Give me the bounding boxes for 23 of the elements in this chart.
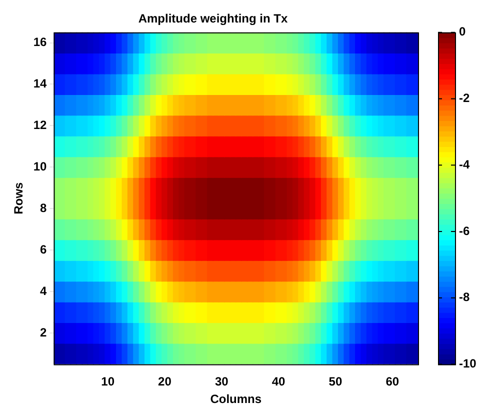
y-tick-label: 6: [40, 242, 48, 256]
y-tick-label: 14: [33, 76, 48, 91]
y-tick-label: 4: [40, 284, 48, 298]
y-tick-label: 2: [40, 325, 48, 340]
color-bar-label: -8: [459, 290, 470, 304]
y-tick-label: 12: [33, 118, 48, 132]
y-tick-label: 8: [40, 200, 48, 215]
color-bar-label: -6: [459, 224, 470, 238]
x-tick-label: 30: [214, 374, 229, 389]
chart-title: Amplitude weighting in Tx: [138, 12, 288, 26]
x-axis-title: Columns: [210, 392, 262, 406]
color-bar-label: -2: [459, 91, 470, 106]
color-bar-label: -4: [459, 157, 470, 172]
y-tick-label: 10: [33, 160, 48, 174]
color-bar-label: 0: [459, 24, 466, 39]
y-axis-title: Rows: [12, 182, 26, 214]
x-tick-label: 50: [328, 374, 342, 389]
color-bar-label: -10: [459, 356, 477, 371]
x-tick-label: 20: [158, 374, 172, 389]
x-tick-label: 10: [101, 374, 115, 389]
y-tick-label: 16: [33, 35, 48, 50]
x-tick-label: 60: [386, 374, 400, 389]
x-tick-label: 40: [272, 374, 286, 389]
